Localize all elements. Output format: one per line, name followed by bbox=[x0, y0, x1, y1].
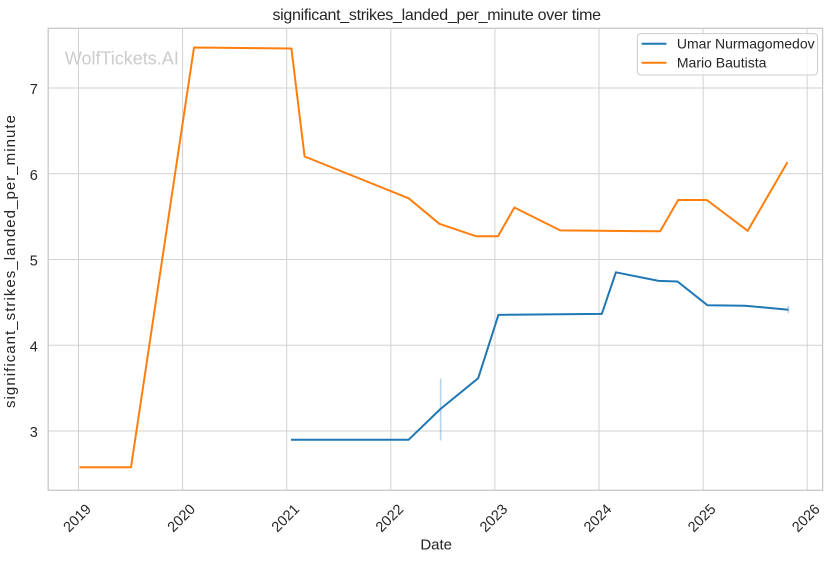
svg-text:Date: Date bbox=[420, 537, 452, 554]
svg-text:3: 3 bbox=[30, 425, 38, 441]
svg-text:Umar Nurmagomedov: Umar Nurmagomedov bbox=[677, 36, 815, 52]
svg-text:6: 6 bbox=[30, 168, 38, 184]
svg-text:5: 5 bbox=[30, 254, 38, 270]
svg-text:Mario Bautista: Mario Bautista bbox=[677, 55, 767, 71]
svg-text:significant_strikes_landed_per: significant_strikes_landed_per_minute bbox=[2, 114, 19, 408]
svg-text:significant_strikes_landed_per: significant_strikes_landed_per_minute ov… bbox=[272, 7, 601, 24]
svg-text:4: 4 bbox=[30, 339, 38, 355]
svg-text:WolfTickets.AI: WolfTickets.AI bbox=[65, 48, 179, 68]
svg-text:7: 7 bbox=[30, 82, 38, 98]
